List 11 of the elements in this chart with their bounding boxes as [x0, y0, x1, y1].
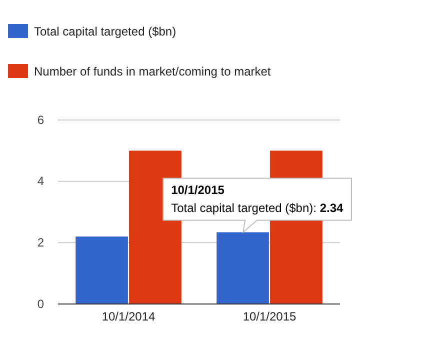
y-tick-label: 6: [37, 112, 44, 127]
bar: [216, 232, 269, 304]
x-tick-label: 10/1/2014: [102, 310, 156, 324]
bar: [76, 236, 128, 304]
annotation: 10/1/2015 Total capital targeted ($bn): 2.34: [171, 183, 344, 216]
legend-label: Number of funds in market/coming to market: [34, 64, 272, 78]
x-tick-label: 10/1/2015: [242, 310, 297, 324]
y-tick-label: 0: [37, 296, 44, 311]
y-tick-label: 2: [37, 236, 44, 250]
legend-label: Total capital targeted ($bn): [34, 24, 176, 38]
y-tick-label: 4: [37, 174, 44, 188]
